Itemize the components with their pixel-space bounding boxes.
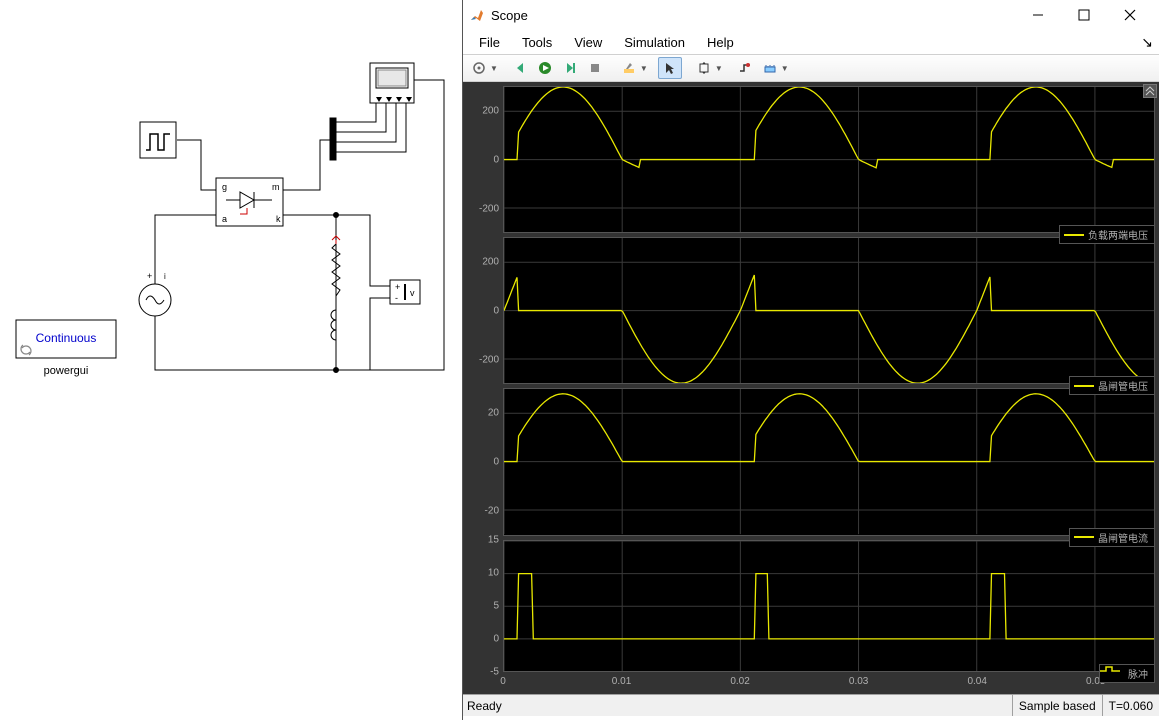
- pulse-generator-block[interactable]: [140, 122, 176, 158]
- menu-file[interactable]: File: [469, 33, 510, 52]
- menu-overflow-icon[interactable]: ↘: [1141, 34, 1153, 51]
- x-tick: 0.01: [612, 676, 631, 687]
- menu-view[interactable]: View: [564, 33, 612, 52]
- measurements-icon[interactable]: [758, 57, 782, 79]
- svg-text:+: +: [395, 282, 400, 292]
- titlebar: Scope: [463, 0, 1159, 30]
- y-axis: -20020: [467, 388, 503, 535]
- thyristor-block[interactable]: g m a k: [216, 178, 283, 226]
- y-axis: -5051015: [467, 540, 503, 672]
- matlab-icon: [469, 7, 485, 23]
- x-tick: 0: [500, 676, 506, 687]
- toolbar: ▼ ▼ ▼ ▼: [463, 54, 1159, 82]
- x-axis: 00.010.020.030.040.05: [467, 676, 1155, 694]
- step-forward-icon[interactable]: [558, 57, 582, 79]
- x-tick: 0.02: [730, 676, 749, 687]
- scope-window: Scope File Tools View Simulation Help ↘ …: [462, 0, 1159, 720]
- stop-icon[interactable]: [583, 57, 607, 79]
- svg-text:+: +: [147, 271, 152, 281]
- minimize-button[interactable]: [1015, 0, 1061, 30]
- scope-body: -2000200负载两端电压-2000200晶闸管电压-20020晶闸管电流-5…: [463, 82, 1159, 694]
- maximize-button[interactable]: [1061, 0, 1107, 30]
- menu-tools[interactable]: Tools: [512, 33, 562, 52]
- window-title: Scope: [491, 8, 1015, 23]
- settings-dropdown[interactable]: ▼: [490, 64, 498, 73]
- svg-text:powergui: powergui: [44, 365, 89, 377]
- plot-pulse[interactable]: -5051015脉冲: [467, 540, 1155, 672]
- close-button[interactable]: [1107, 0, 1153, 30]
- legend: 脉冲: [1099, 664, 1155, 683]
- plot-thyristor-current[interactable]: -20020晶闸管电流: [467, 388, 1155, 535]
- menu-simulation[interactable]: Simulation: [614, 33, 695, 52]
- plot-area[interactable]: 晶闸管电压: [503, 237, 1155, 384]
- cursor-icon[interactable]: [658, 57, 682, 79]
- highlight-icon[interactable]: [617, 57, 641, 79]
- svg-text:a: a: [222, 214, 227, 224]
- plot-thyristor-voltage[interactable]: -2000200晶闸管电压: [467, 237, 1155, 384]
- legend: 负载两端电压: [1059, 225, 1155, 244]
- menubar: File Tools View Simulation Help ↘: [463, 30, 1159, 54]
- x-tick: 0.03: [849, 676, 868, 687]
- status-sample-mode: Sample based: [1012, 695, 1102, 716]
- legend: 晶闸管电压: [1069, 376, 1155, 395]
- autoscale-icon[interactable]: [692, 57, 716, 79]
- settings-icon[interactable]: [467, 57, 491, 79]
- powergui-block[interactable]: Continuous powergui: [16, 320, 116, 377]
- legend: 晶闸管电流: [1069, 528, 1155, 547]
- inductor-element[interactable]: [331, 310, 336, 344]
- svg-text:-: -: [395, 293, 398, 303]
- svg-text:Continuous: Continuous: [36, 331, 97, 345]
- status-ready: Ready: [463, 699, 1012, 713]
- triggers-icon[interactable]: [733, 57, 757, 79]
- legend-label: 晶闸管电压: [1098, 378, 1148, 393]
- measurements-dropdown[interactable]: ▼: [781, 64, 789, 73]
- menu-help[interactable]: Help: [697, 33, 744, 52]
- scope-block[interactable]: [370, 63, 414, 103]
- simulink-canvas-area: g m a k: [0, 0, 462, 720]
- run-icon[interactable]: [533, 57, 557, 79]
- y-axis: -2000200: [467, 86, 503, 233]
- plot-area[interactable]: 晶闸管电流: [503, 388, 1155, 535]
- plot-load-voltage[interactable]: -2000200负载两端电压: [467, 86, 1155, 233]
- highlight-dropdown[interactable]: ▼: [640, 64, 648, 73]
- step-back-icon[interactable]: [508, 57, 532, 79]
- statusbar: Ready Sample based T=0.060: [463, 694, 1159, 716]
- legend-label: 晶闸管电流: [1098, 530, 1148, 545]
- plot-area[interactable]: 负载两端电压: [503, 86, 1155, 233]
- status-time: T=0.060: [1102, 695, 1159, 716]
- svg-text:m: m: [272, 182, 280, 192]
- svg-text:i: i: [164, 272, 166, 281]
- y-axis: -2000200: [467, 237, 503, 384]
- simulink-diagram: g m a k: [0, 0, 462, 720]
- expand-icon[interactable]: [1143, 84, 1157, 98]
- svg-text:g: g: [222, 182, 227, 192]
- x-tick: 0.04: [967, 676, 986, 687]
- legend-label: 负载两端电压: [1088, 227, 1148, 242]
- plot-area[interactable]: 脉冲: [503, 540, 1155, 672]
- svg-text:k: k: [276, 214, 281, 224]
- voltage-measurement-block[interactable]: + - v: [390, 280, 420, 304]
- autoscale-dropdown[interactable]: ▼: [715, 64, 723, 73]
- svg-text:v: v: [410, 288, 415, 298]
